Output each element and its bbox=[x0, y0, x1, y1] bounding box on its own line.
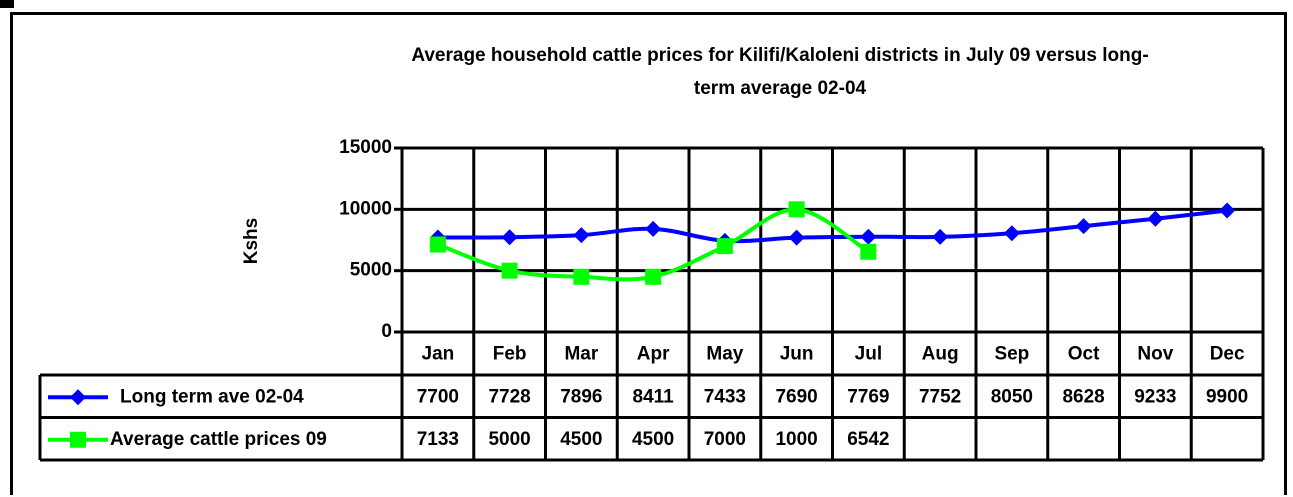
x-tick-label: Jan bbox=[422, 344, 455, 365]
data-point bbox=[1147, 210, 1164, 227]
legend-marker bbox=[70, 389, 86, 406]
x-tick-label: Feb bbox=[493, 344, 527, 365]
table-value: 7700 bbox=[417, 386, 459, 407]
table-value: 6542 bbox=[847, 429, 889, 450]
data-point bbox=[788, 201, 805, 218]
y-tick-label: 15000 bbox=[339, 137, 392, 158]
x-tick-label: Nov bbox=[1137, 344, 1173, 365]
table-value: 7000 bbox=[704, 429, 746, 450]
table-value: 7728 bbox=[488, 386, 530, 407]
table-value: 7769 bbox=[847, 386, 889, 407]
x-tick-label: May bbox=[706, 344, 743, 365]
y-tick-label: 5000 bbox=[350, 260, 392, 281]
data-point bbox=[429, 236, 446, 253]
legend-label: Long term ave 02-04 bbox=[120, 386, 304, 407]
x-tick-label: Jun bbox=[780, 344, 814, 365]
data-point bbox=[573, 227, 590, 244]
data-point bbox=[501, 229, 518, 246]
chart-title: Average household cattle prices for Kili… bbox=[411, 45, 1148, 66]
x-tick-label: Sep bbox=[994, 344, 1029, 365]
table-value: 8050 bbox=[991, 386, 1033, 407]
table-value: 7896 bbox=[560, 386, 602, 407]
data-point bbox=[788, 229, 805, 246]
x-tick-label: Oct bbox=[1068, 344, 1100, 365]
table-value: 7752 bbox=[919, 386, 961, 407]
chart-frame bbox=[10, 12, 1287, 495]
chart-title: term average 02-04 bbox=[694, 78, 867, 99]
table-value: 1000 bbox=[775, 429, 817, 450]
cropped-edge bbox=[0, 0, 14, 8]
data-point bbox=[1219, 202, 1236, 219]
data-point bbox=[860, 228, 877, 245]
table-value: 9900 bbox=[1206, 386, 1248, 407]
table-value: 7133 bbox=[417, 429, 459, 450]
legend-marker bbox=[70, 431, 86, 448]
x-tick-label: Mar bbox=[564, 344, 598, 365]
data-point bbox=[1075, 218, 1092, 235]
data-point bbox=[932, 228, 949, 245]
table-value: 8411 bbox=[633, 386, 675, 407]
y-axis-label: Kshs bbox=[241, 218, 262, 264]
data-point bbox=[716, 238, 733, 255]
x-tick-label: Jul bbox=[855, 344, 882, 365]
y-tick-label: 10000 bbox=[339, 198, 392, 219]
data-point bbox=[1003, 225, 1020, 242]
table-value: 4500 bbox=[632, 429, 674, 450]
data-point bbox=[501, 262, 518, 279]
table-value: 8628 bbox=[1062, 386, 1104, 407]
x-tick-label: Aug bbox=[922, 344, 959, 365]
table-value: 9233 bbox=[1134, 386, 1176, 407]
table-value: 4500 bbox=[560, 429, 602, 450]
data-point bbox=[573, 268, 590, 285]
legend-label: Average cattle prices 09 bbox=[110, 429, 327, 450]
data-point bbox=[645, 220, 662, 237]
table-value: 7433 bbox=[704, 386, 746, 407]
y-tick-label: 0 bbox=[381, 321, 392, 342]
x-tick-label: Dec bbox=[1210, 344, 1245, 365]
table-value: 5000 bbox=[488, 429, 530, 450]
table-value: 7690 bbox=[775, 386, 817, 407]
data-point bbox=[645, 268, 662, 285]
x-tick-label: Apr bbox=[637, 344, 670, 365]
data-point bbox=[860, 243, 877, 260]
